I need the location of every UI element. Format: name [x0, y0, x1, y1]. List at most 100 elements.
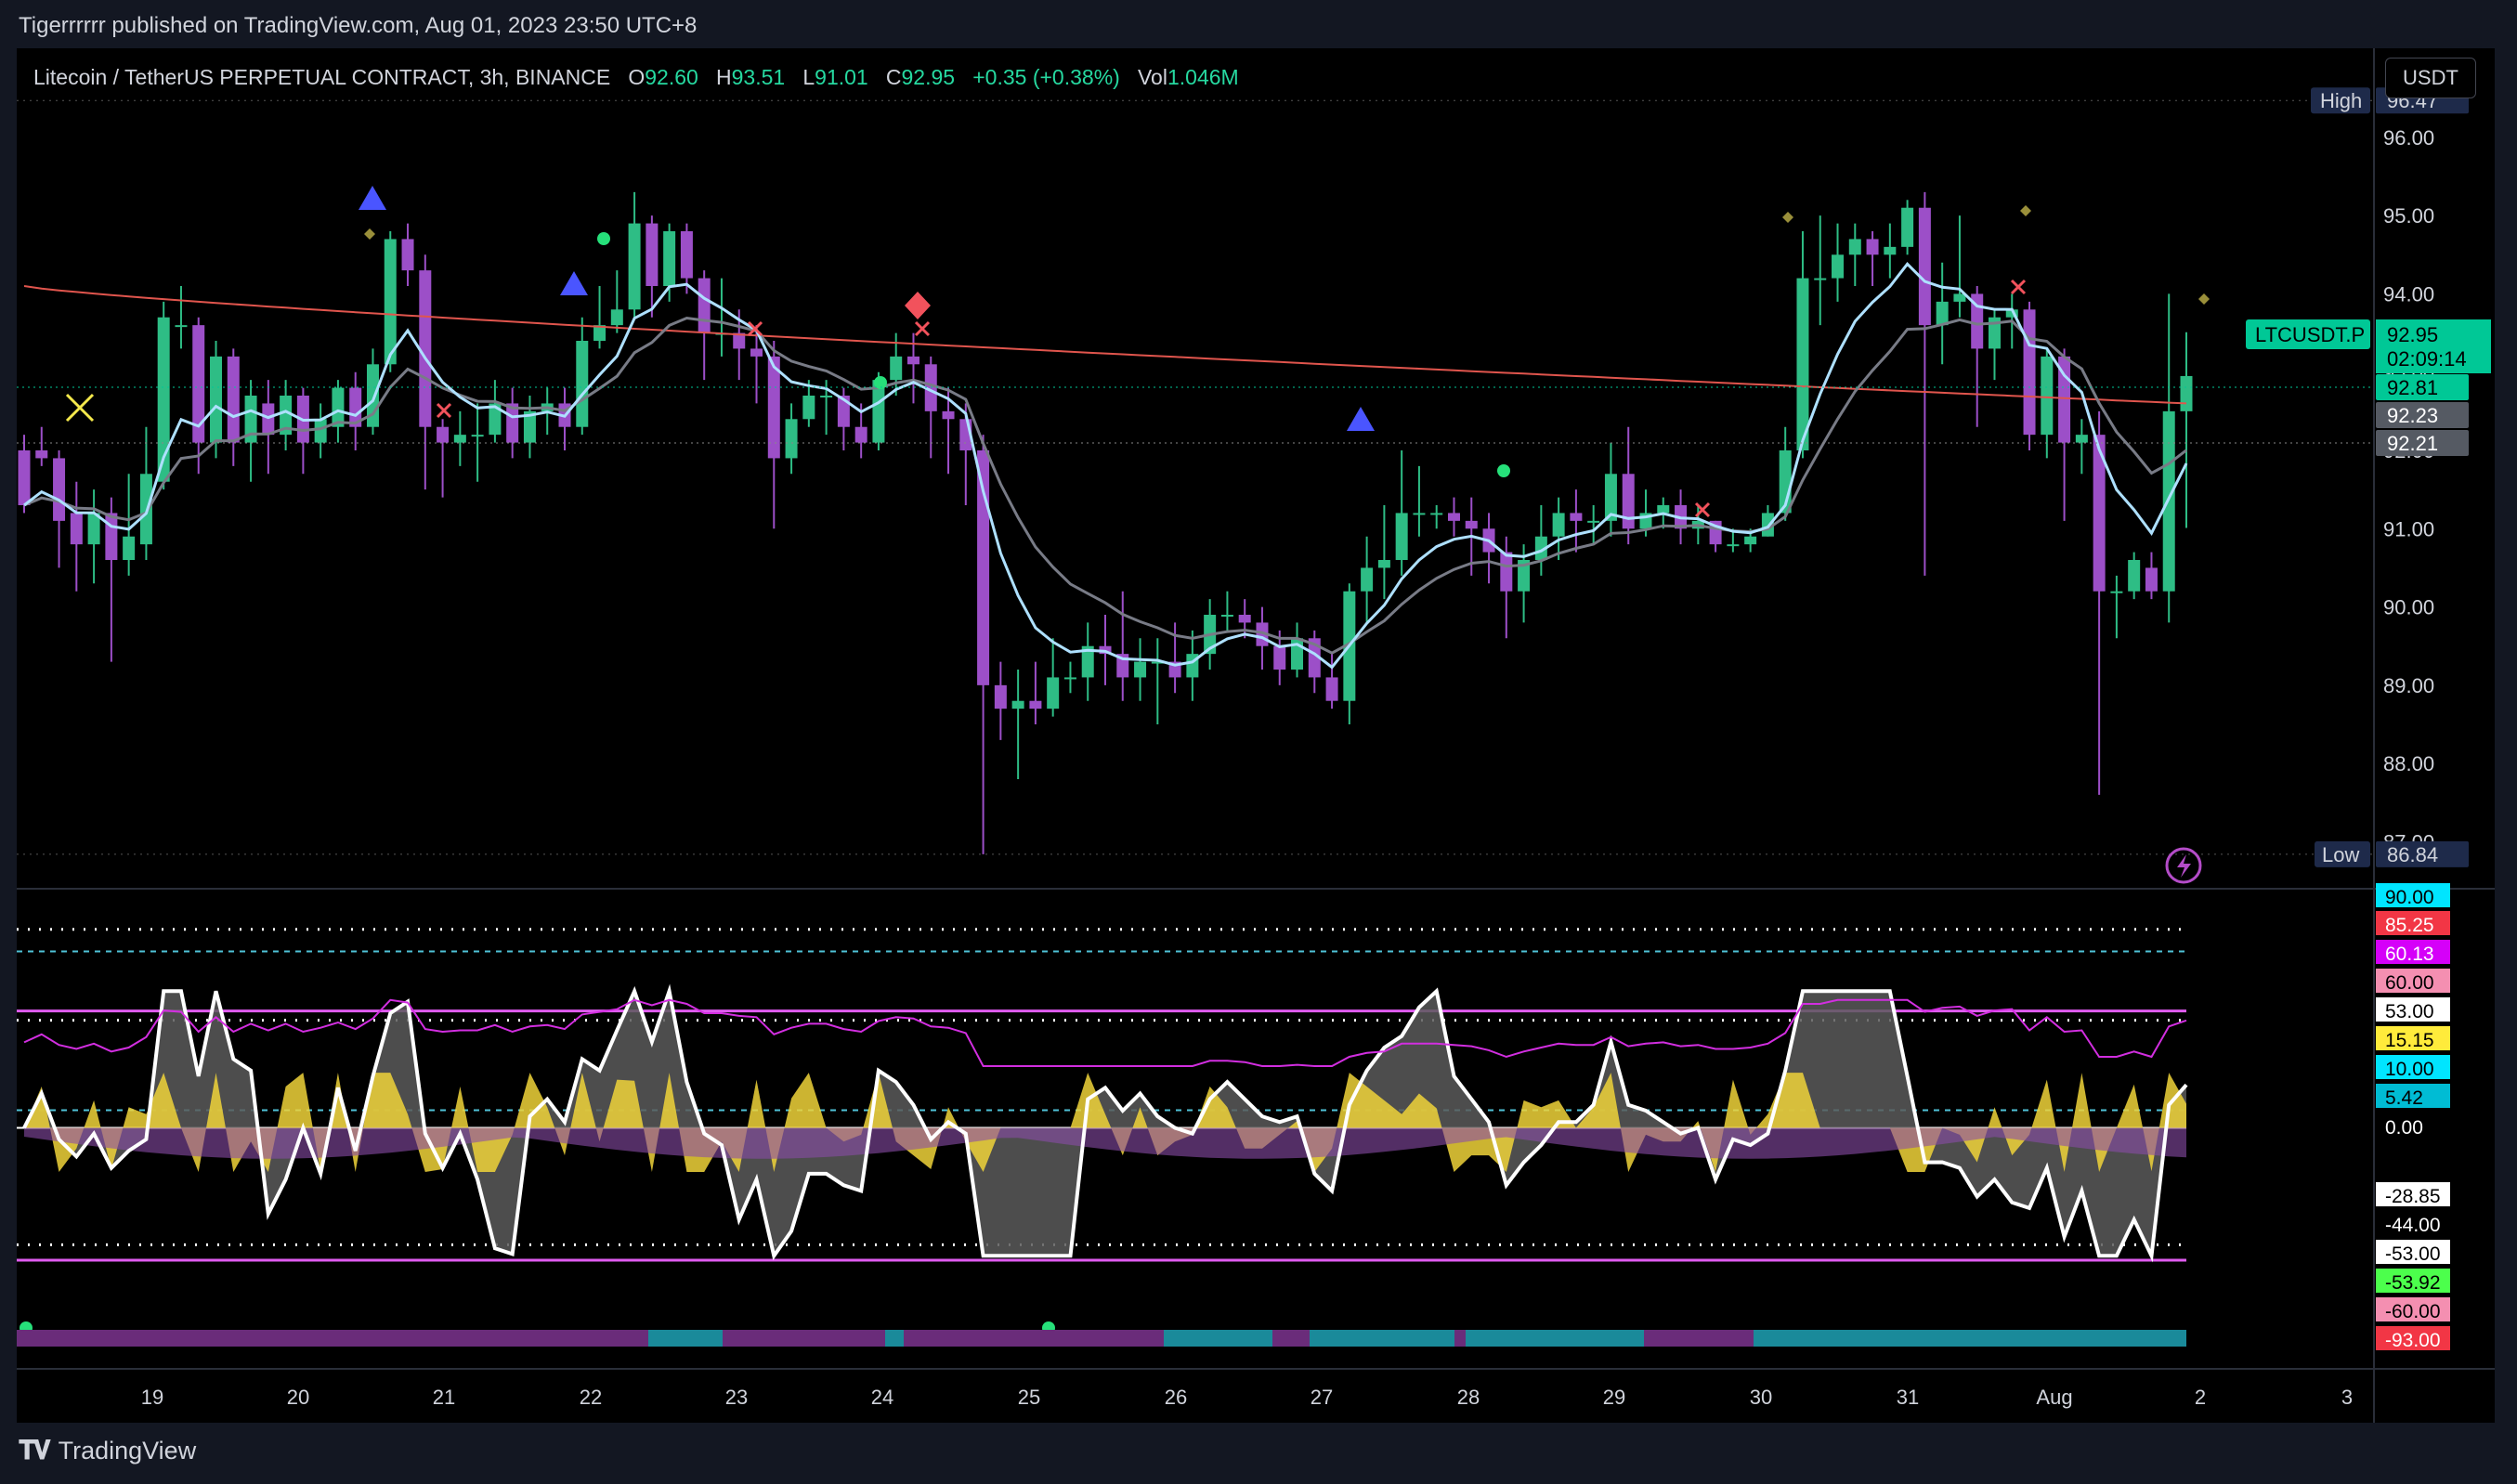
time-axis-label: 2 — [2195, 1386, 2206, 1409]
osc-state-ribbon-segment — [1754, 1330, 2186, 1347]
osc-tag-text: 10.00 — [2385, 1059, 2434, 1080]
candle-body — [1273, 645, 1286, 670]
candle-body — [906, 356, 919, 365]
price-tick-label: 89.00 — [2383, 674, 2434, 697]
candle-body — [593, 325, 606, 341]
candle-body — [1570, 513, 1583, 521]
osc-tag-text: -28.85 — [2385, 1186, 2441, 1207]
open-label: O — [628, 65, 646, 89]
low-label-text: Low — [2322, 843, 2359, 866]
osc-tag-text: 60.13 — [2385, 944, 2434, 965]
high-label: H — [716, 65, 732, 89]
sell-cross-marker — [2010, 279, 2027, 295]
candle-body — [576, 341, 589, 427]
time-axis-label: 28 — [1457, 1386, 1480, 1409]
high-value: 93.51 — [731, 65, 786, 89]
currency-button[interactable]: USDT — [2385, 58, 2476, 98]
lightning-circle — [2165, 847, 2202, 884]
candle-body — [2093, 435, 2106, 592]
price-tick-label: 91.00 — [2383, 517, 2434, 540]
chart-area[interactable]: 96.0095.0094.0093.0092.0091.0090.0089.00… — [17, 48, 2495, 1423]
candle-body — [2128, 560, 2141, 592]
osc-axis-tag: 15.15 — [2376, 1026, 2450, 1051]
osc-tag-text: 5.42 — [2385, 1087, 2423, 1109]
osc-tag-bg — [2376, 940, 2450, 964]
low-label-tag: Low — [2315, 840, 2370, 867]
candles-group — [18, 191, 2193, 854]
osc-axis-tag: -53.00 — [2376, 1240, 2450, 1265]
green-dot-marker — [874, 376, 887, 389]
close-value: 92.95 — [901, 65, 956, 89]
candle-body — [1325, 677, 1338, 701]
low-label-bg — [2315, 840, 2370, 867]
green-dot-marker — [1497, 464, 1510, 477]
symbol-legend[interactable]: Litecoin / TetherUS PERPETUAL CONTRACT, … — [33, 65, 1239, 90]
candle-body — [698, 278, 711, 333]
candle-body — [192, 325, 205, 443]
osc-axis-tag: -53.92 — [2376, 1269, 2450, 1294]
tradingview-logo[interactable]: 𝐓𝐕 TradingView — [19, 1436, 196, 1466]
osc-tag-bg — [2376, 1240, 2450, 1264]
candle-body — [314, 419, 327, 443]
price-tick-label: 95.00 — [2383, 204, 2434, 228]
candle-body — [1534, 536, 1547, 560]
candle-body — [1151, 661, 1164, 664]
osc-tag-bg — [2376, 1055, 2450, 1079]
osc-state-ribbon-segment — [1164, 1330, 1272, 1347]
osc-state-ribbon-segment — [648, 1330, 723, 1347]
osc-tag-bg — [2376, 969, 2450, 993]
osc-tag-bg — [2376, 883, 2450, 907]
diamond-marker — [905, 292, 931, 319]
candle-body — [175, 325, 188, 328]
candle-body — [1884, 246, 1897, 255]
lightning-icon — [2165, 847, 2202, 884]
candle-body — [419, 270, 432, 427]
candle-body — [1447, 513, 1460, 521]
candle-body — [1308, 638, 1321, 678]
ema-slow-line — [23, 285, 2187, 405]
sell-cross-marker — [1694, 501, 1711, 518]
symbol-name[interactable]: Litecoin / TetherUS PERPETUAL CONTRACT, … — [33, 65, 611, 89]
price-tag-bg — [2376, 840, 2469, 867]
candle-body — [1377, 560, 1390, 568]
candle-body — [1814, 278, 1827, 280]
chart-canvas[interactable]: 96.0095.0094.0093.0092.0091.0090.0089.00… — [17, 48, 2495, 1423]
high-label-tag: High — [2311, 87, 2370, 114]
candle-body — [2023, 309, 2036, 436]
sell-cross-marker — [914, 320, 931, 337]
candle-body — [1848, 239, 1861, 255]
osc-state-ribbon-segment — [1454, 1330, 1466, 1347]
candle-body — [1500, 552, 1513, 592]
osc-state-ribbon-segment — [1310, 1330, 1454, 1347]
buy-triangle-marker — [560, 271, 588, 295]
osc-tag-text: 53.00 — [2385, 1001, 2434, 1022]
candle-body — [1047, 677, 1060, 709]
osc-purple-wave — [24, 1127, 2186, 1159]
candle-body — [1063, 677, 1076, 680]
time-axis-label: 19 — [141, 1386, 163, 1409]
candle-body — [1796, 278, 1809, 450]
osc-tag-bg — [2376, 1269, 2450, 1293]
candle-body — [1465, 520, 1478, 529]
time-axis-label: 23 — [725, 1386, 748, 1409]
sell-cross-marker — [436, 402, 452, 419]
price-tick-label: 94.00 — [2383, 282, 2434, 306]
candle-body — [105, 513, 118, 560]
time-axis-label: 27 — [1311, 1386, 1333, 1409]
osc-state-ribbon-segment — [17, 1330, 648, 1347]
cross-stroke — [436, 402, 452, 419]
candle-body — [349, 387, 362, 427]
candle-body — [837, 396, 850, 427]
candle-body — [1552, 513, 1565, 537]
candle-body — [610, 309, 623, 326]
osc-tag-text: 85.25 — [2385, 915, 2434, 936]
osc-axis-tag: -60.00 — [2376, 1297, 2450, 1322]
lightning-bolt — [2177, 854, 2191, 878]
cross-stroke — [747, 320, 763, 337]
candle-body — [680, 231, 693, 279]
volume-label: Vol — [1137, 65, 1167, 89]
osc-axis-tag: -44.00 — [2376, 1211, 2450, 1236]
time-axis-label: 30 — [1750, 1386, 1772, 1409]
candle-body — [453, 435, 466, 443]
